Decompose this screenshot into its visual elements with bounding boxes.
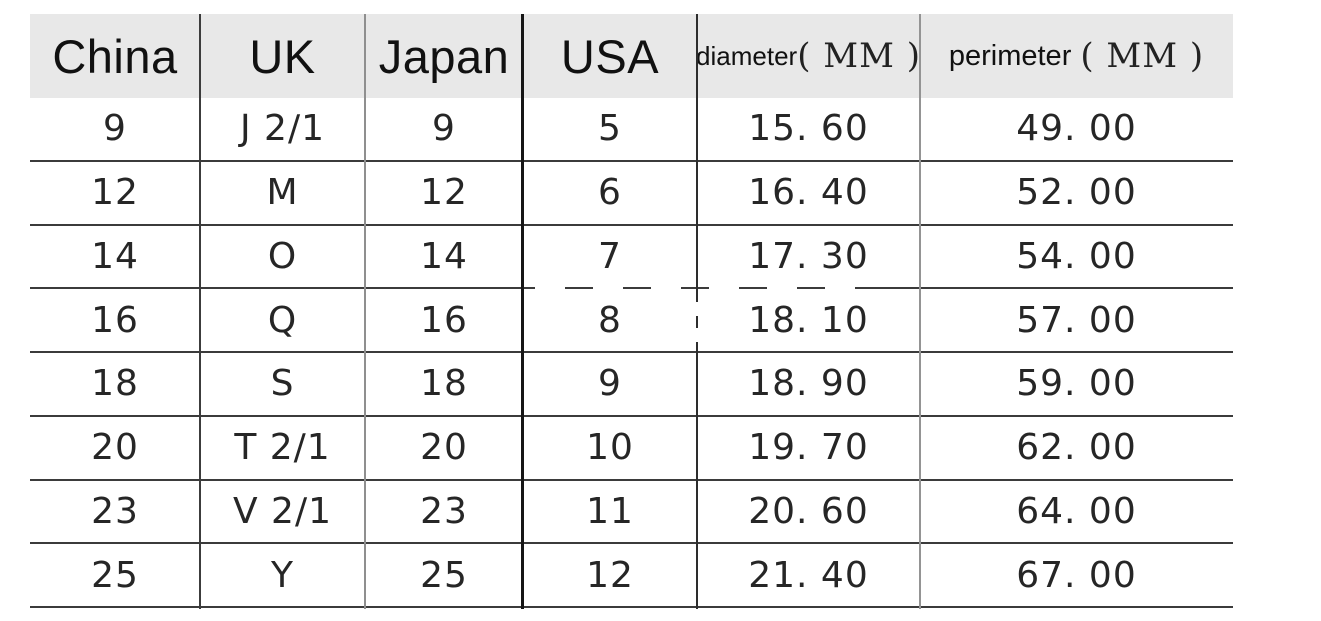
cell-usa: 7 [598,235,622,277]
cell-japan: 16 [420,299,468,341]
cell-diameter: 15. 60 [748,108,869,150]
header-label-china: China [52,29,178,83]
cell-uk: V 2/1 [232,490,332,532]
header-cell-uk: UK [200,14,365,98]
cell-perimeter: 62. 00 [1016,427,1137,469]
table-row: 23 V 2/1 23 11 20. 60 64. 00 [30,481,1233,545]
cell-uk: J 2/1 [240,108,325,150]
header-label-perimeter: perimeter [948,39,1072,72]
cell-diameter: 18. 10 [748,299,869,341]
cell-diameter: 20. 60 [748,490,869,532]
header-label-diameter: diameter [697,40,798,71]
cell-usa: 6 [598,172,622,214]
cell-usa: 5 [598,108,622,150]
cell-japan: 25 [420,554,468,596]
cell-uk: Y [271,554,294,596]
cell-china: 18 [91,363,139,405]
cell-uk: S [270,363,295,405]
header-cell-china: China [30,14,200,98]
cell-perimeter: 64. 00 [1016,490,1137,532]
cell-japan: 20 [420,427,468,469]
cell-usa: 12 [586,554,634,596]
table-row: 14 O 14 7 17. 30 54. 00 [30,226,1233,290]
cell-uk: M [266,172,299,214]
cell-usa: 11 [586,490,634,532]
cell-china: 20 [91,427,139,469]
header-unit-diameter: ( MM ) [797,36,920,76]
cell-japan: 14 [420,235,468,277]
cell-diameter: 19. 70 [748,427,869,469]
size-conversion-table: China UK Japan USA diameter ( MM ) perim… [30,14,1233,609]
table-header-row: China UK Japan USA diameter ( MM ) perim… [30,14,1233,98]
header-cell-diameter: diameter ( MM ) [697,14,920,98]
column-divider-usa-diameter [696,14,698,609]
cell-china: 14 [91,235,139,277]
header-cell-japan: Japan [365,14,523,98]
cell-usa: 8 [598,299,622,341]
cell-china: 9 [103,108,127,150]
header-label-usa: USA [560,29,660,83]
cell-china: 23 [91,490,139,532]
cell-diameter: 17. 30 [748,235,869,277]
cell-china: 25 [91,554,139,596]
cell-japan: 23 [420,490,468,532]
cell-usa: 9 [598,363,622,405]
cell-china: 16 [91,299,139,341]
cell-uk: T 2/1 [234,427,331,469]
table-row: 18 S 18 9 18. 90 59. 00 [30,353,1233,417]
cell-diameter: 16. 40 [748,172,869,214]
header-cell-usa: USA [523,14,697,98]
table-row: 20 T 2/1 20 10 19. 70 62. 00 [30,417,1233,481]
header-label-japan: Japan [378,29,510,83]
cell-perimeter: 59. 00 [1016,363,1137,405]
column-divider-diameter-perimeter [919,14,921,609]
cell-perimeter: 67. 00 [1016,554,1137,596]
table-row: 25 Y 25 12 21. 40 67. 00 [30,544,1233,608]
column-divider-uk-japan [364,14,366,609]
column-divider-japan-usa [521,14,524,609]
header-label-uk: UK [249,29,316,83]
column-divider-china-uk [199,14,201,609]
cell-diameter: 18. 90 [748,363,869,405]
cell-uk: Q [267,299,298,341]
cell-perimeter: 54. 00 [1016,235,1137,277]
table-row: 16 Q 16 8 18. 10 57. 00 [30,289,1233,353]
cell-japan: 9 [432,108,456,150]
cell-usa: 10 [586,427,634,469]
header-unit-perimeter: ( MM ) [1080,36,1205,76]
cell-perimeter: 57. 00 [1016,299,1137,341]
table-row: 9 J 2/1 9 5 15. 60 49. 00 [30,98,1233,162]
cell-perimeter: 49. 00 [1016,108,1137,150]
cell-japan: 18 [420,363,468,405]
cell-uk: O [267,235,298,277]
cell-china: 12 [91,172,139,214]
cell-perimeter: 52. 00 [1016,172,1137,214]
table-row: 12 M 12 6 16. 40 52. 00 [30,162,1233,226]
header-cell-perimeter: perimeter ( MM ) [920,14,1233,98]
cell-japan: 12 [420,172,468,214]
cell-diameter: 21. 40 [748,554,869,596]
